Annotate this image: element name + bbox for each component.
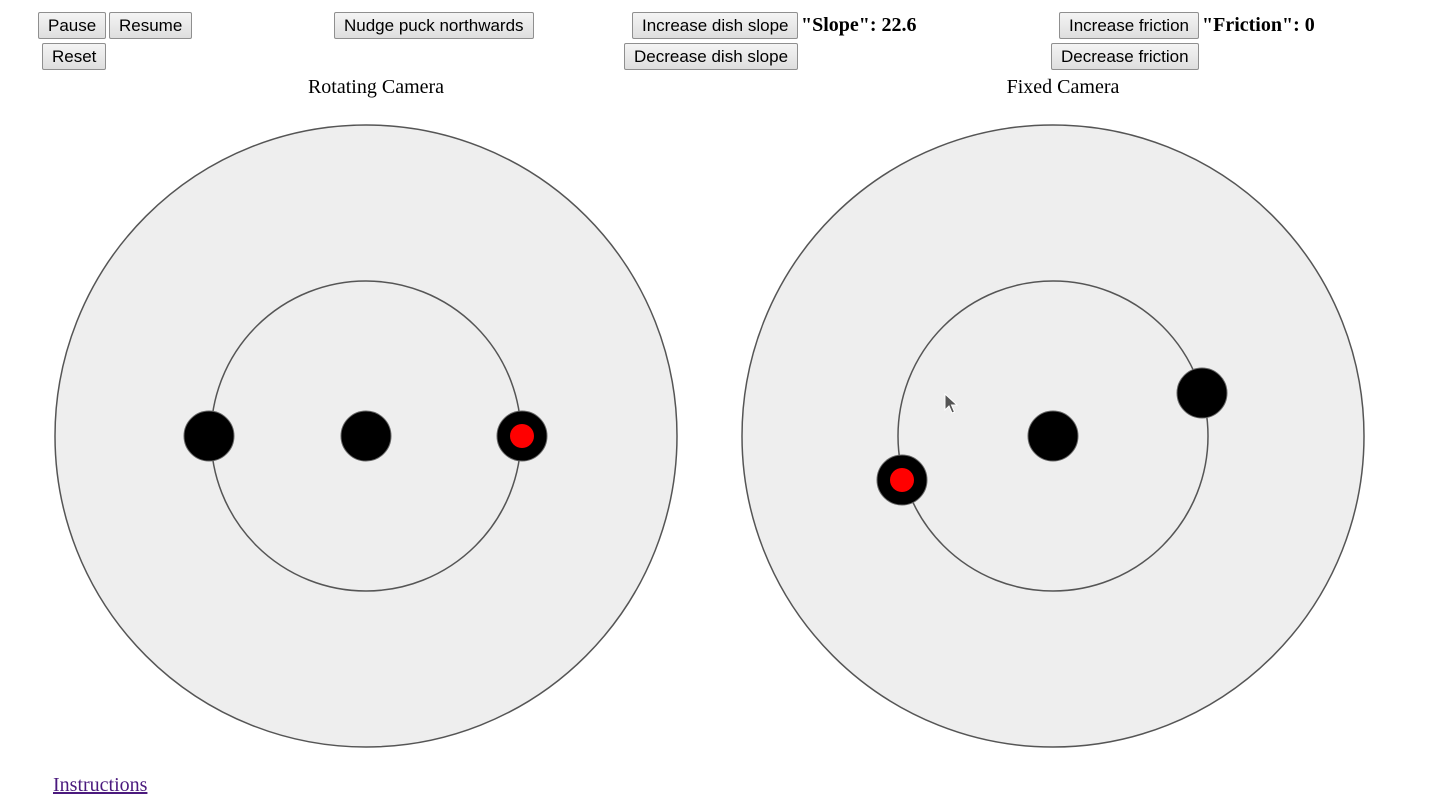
marked-puck [496,410,548,462]
pause-button[interactable]: Pause [38,12,107,39]
red-marker [510,424,534,448]
friction-readout: "Friction": 0 [1202,14,1315,36]
marked-puck [876,454,928,506]
resume-button[interactable]: Resume [109,12,193,39]
fixed-camera-view[interactable] [740,123,1366,749]
instructions-link[interactable]: Instructions [53,774,148,796]
nudge-puck-button[interactable]: Nudge puck northwards [334,12,534,39]
center-puck [340,410,392,462]
fixed-camera-title: Fixed Camera [1006,76,1120,98]
slope-readout: "Slope": 22.6 [801,14,917,36]
center-puck [1027,410,1079,462]
decrease-slope-button[interactable]: Decrease dish slope [624,43,799,70]
puck [1176,367,1228,419]
dish-inner-ring [897,280,1209,592]
rotating-camera-title: Rotating Camera [307,76,445,98]
increase-friction-button[interactable]: Increase friction [1059,12,1199,39]
puck [183,410,235,462]
rotating-camera-view[interactable] [53,123,679,749]
reset-button[interactable]: Reset [42,43,107,70]
increase-slope-button[interactable]: Increase dish slope [632,12,799,39]
decrease-friction-button[interactable]: Decrease friction [1051,43,1199,70]
red-marker [890,468,914,492]
mouse-cursor-icon [944,393,958,414]
